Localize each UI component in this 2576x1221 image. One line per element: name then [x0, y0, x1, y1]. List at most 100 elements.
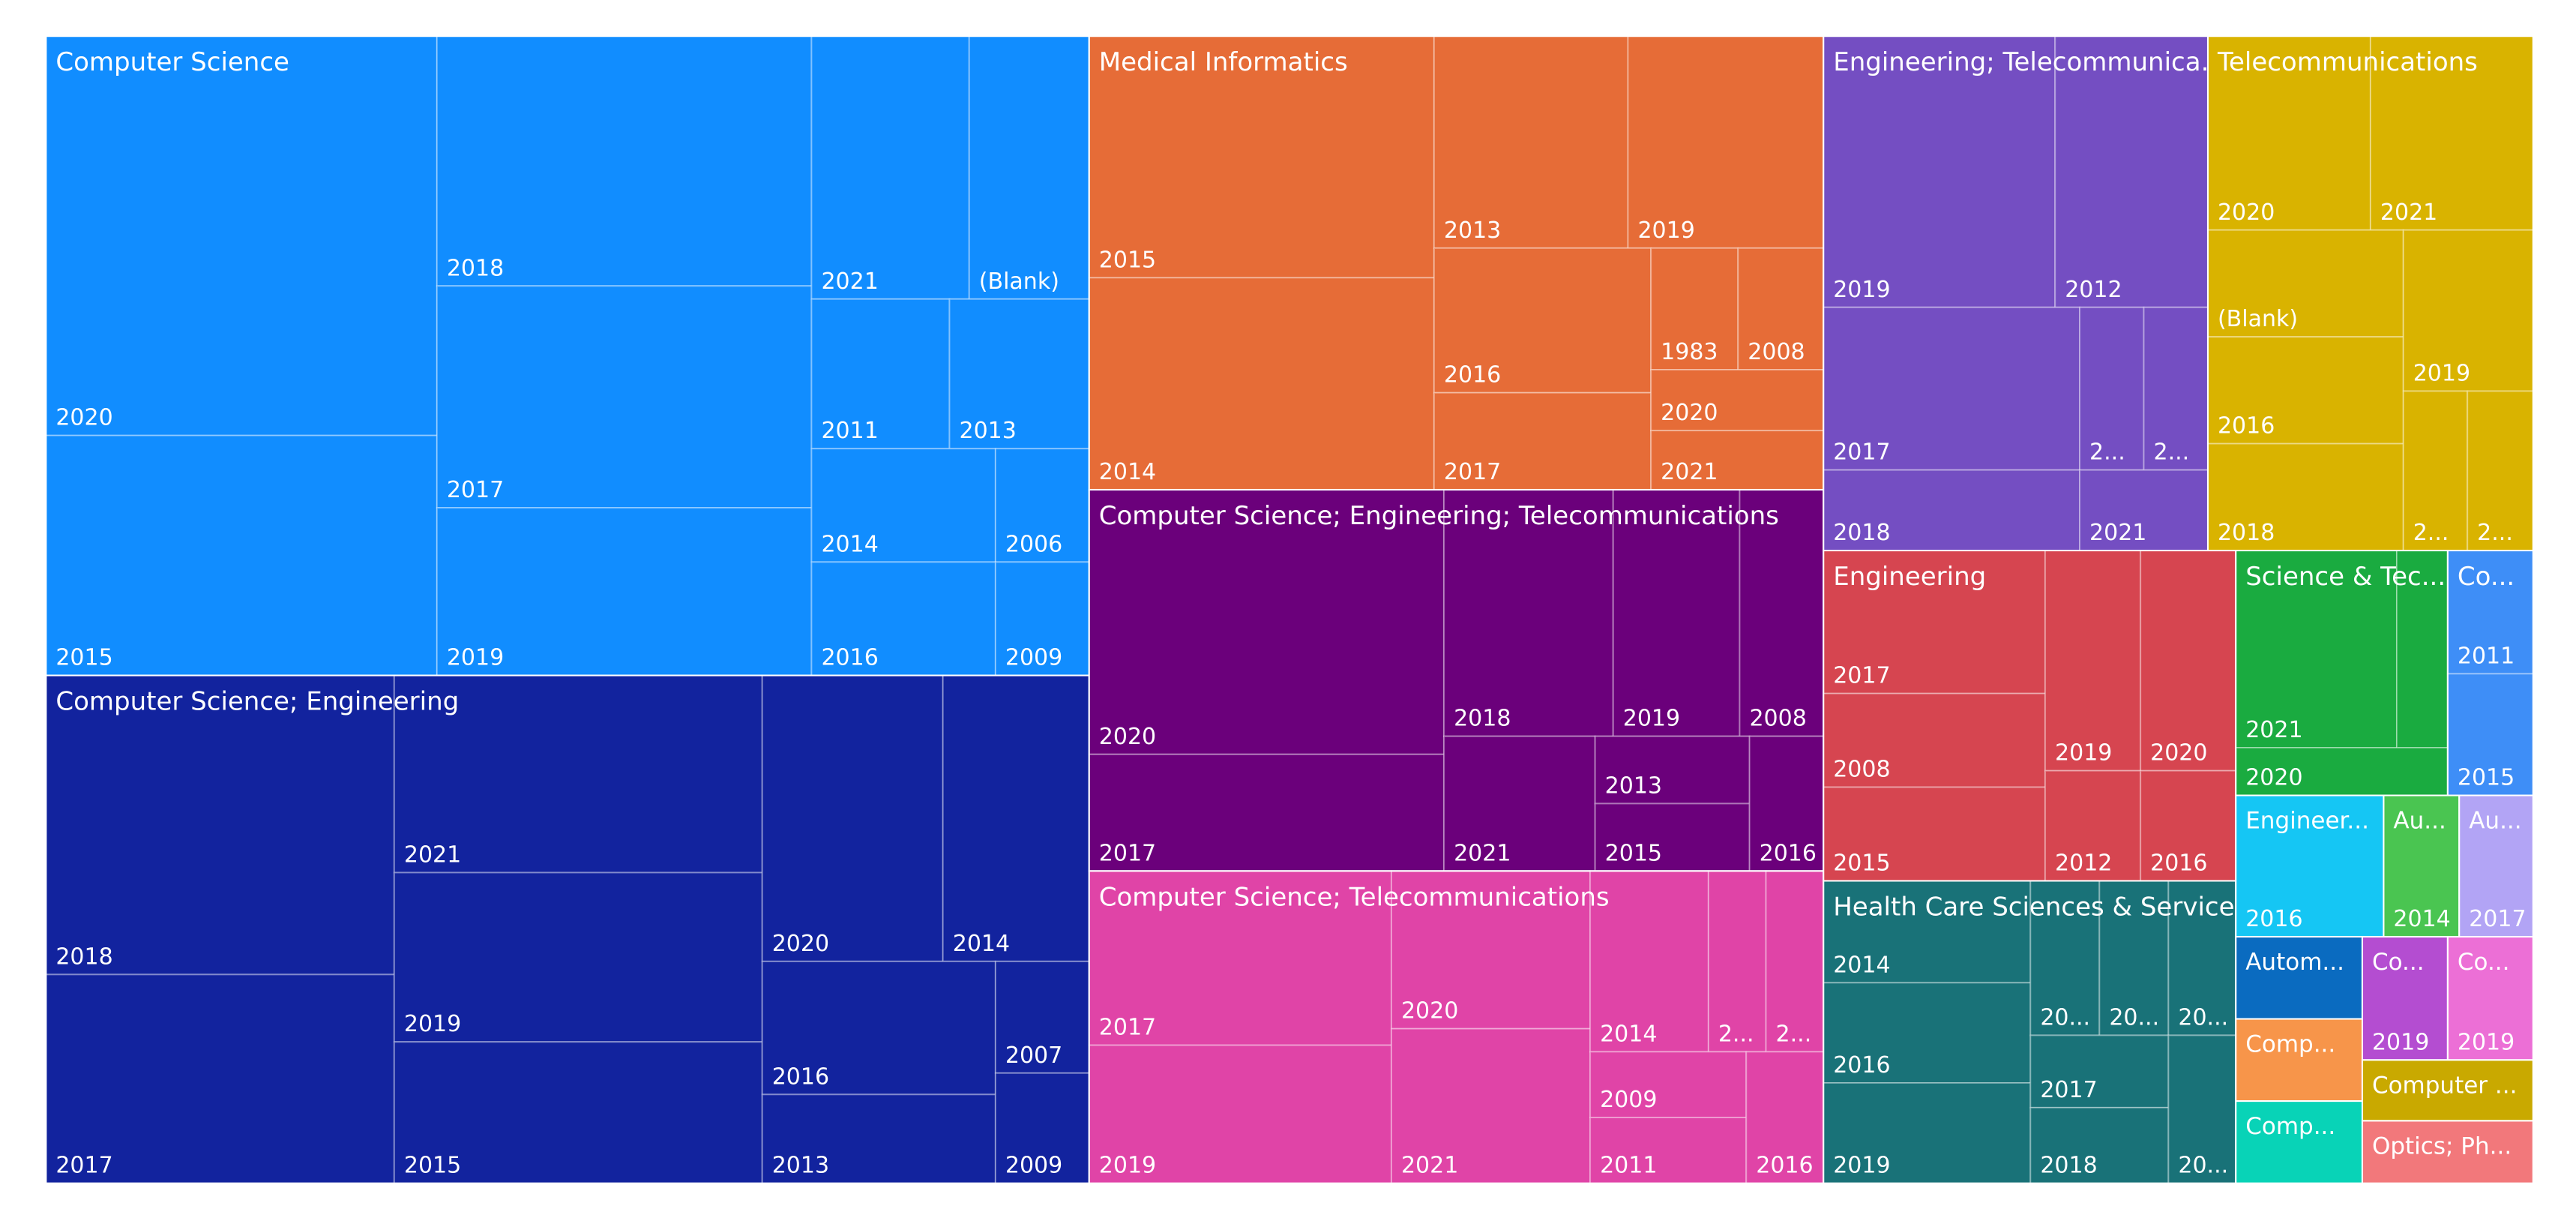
- treemap-tile-computer-science-engineering-telecommunications-2008[interactable]: [1739, 488, 1825, 737]
- treemap-tile-health-care-sciences-service-20[interactable]: [2029, 880, 2101, 1036]
- treemap-tile-co-2011[interactable]: [2446, 550, 2534, 675]
- treemap-tile-computer-science-engineering-2017[interactable]: [45, 974, 395, 1184]
- treemap-group-computer-science-engineering-telecommunications[interactable]: 2020 2017 2018 2021 2019 2008 2013 2015 2016 Comp…: [1088, 488, 1825, 872]
- treemap-tile-comp-blank[interactable]: [2235, 1100, 2363, 1184]
- treemap-tile-computer-science-2021[interactable]: [810, 35, 970, 300]
- treemap-tile-computer-science-2018[interactable]: [436, 35, 813, 287]
- treemap-group-engineering-telecommunica[interactable]: 2019 2012 2017 2... 2... 2018 2021 Engineering;…: [1823, 35, 2225, 552]
- treemap-tile-computer-science-blank[interactable]: [968, 35, 1090, 300]
- treemap-tile-telecommunications-2[interactable]: [2402, 390, 2469, 552]
- treemap-tile-autom-blank[interactable]: [2235, 935, 2363, 1020]
- treemap-group-health-care-sciences-service[interactable]: 2014 2016 2019 20... 20... 20... 2017 2018 20...…: [1823, 880, 2259, 1184]
- treemap-tile-computer-science-engineering-2021[interactable]: [393, 674, 763, 874]
- tile-label-2016: 2016: [2218, 413, 2275, 440]
- treemap-tile-computer-science-engineering-2015[interactable]: [393, 1041, 763, 1184]
- treemap-group-engineering[interactable]: 2017 2008 2015 2019 2020 2012 2016 Engineering: [1823, 550, 2237, 882]
- treemap-tile-computer-science-engineering-2013[interactable]: [761, 1094, 996, 1184]
- treemap-tile-comp-blank[interactable]: [2235, 1018, 2363, 1102]
- tile-label-2009: 2009: [1005, 1153, 1062, 1179]
- treemap-tile-computer-science-2013[interactable]: [948, 298, 1090, 450]
- tile-label-2017: 2017: [1099, 1015, 1156, 1041]
- treemap-tile-medical-informatics-2016[interactable]: [1433, 247, 1652, 394]
- treemap-tile-computer-science-2019[interactable]: [436, 507, 813, 676]
- treemap-tile-engineering-2020[interactable]: [2140, 550, 2237, 772]
- treemap-tile-health-care-sciences-service-2019[interactable]: [1823, 1082, 2032, 1184]
- treemap-tile-computer-science-engineering-2020[interactable]: [761, 674, 944, 962]
- treemap-tile-telecommunications-2018[interactable]: [2206, 442, 2404, 552]
- treemap-tile-computer-science-telecommunications-2014[interactable]: [1589, 870, 1709, 1053]
- treemap-tile-medical-informatics-2021[interactable]: [1650, 430, 1825, 490]
- treemap-tile-computer-science-telecommunications-2021[interactable]: [1390, 1028, 1592, 1184]
- treemap-tile-computer-science-2014[interactable]: [810, 448, 996, 563]
- treemap-tile-computer-science-2015[interactable]: [45, 434, 438, 676]
- tile-label-2015: 2015: [55, 645, 112, 671]
- treemap-tile-computer-science-engineering-2018[interactable]: [45, 674, 395, 976]
- treemap-group-co[interactable]: 2019 Co...: [2361, 935, 2449, 1061]
- treemap-tile-computer-science-engineering-2019[interactable]: [393, 872, 763, 1043]
- treemap-tile-computer-science-engineering-telecommunications-2018[interactable]: [1443, 488, 1614, 737]
- treemap-tile-computer-science-2011[interactable]: [810, 298, 951, 450]
- treemap-group-science-tec[interactable]: 2021 2020 Science & Tec...: [2235, 550, 2449, 796]
- treemap-tile-telecommunications-2020[interactable]: [2206, 35, 2371, 231]
- tile-label-2013: 2013: [960, 418, 1017, 444]
- treemap-tile-co-2019[interactable]: [2446, 935, 2534, 1061]
- treemap-tile-medical-informatics-2013[interactable]: [1433, 35, 1629, 249]
- treemap-group-engineer[interactable]: 2016 Engineer...: [2235, 794, 2385, 938]
- treemap-group-computer[interactable]: Computer ...: [2361, 1059, 2534, 1122]
- treemap-tile-engineering-telecommunica-2018[interactable]: [1823, 469, 2081, 552]
- treemap-tile-computer-science-engineering-telecommunications-2021[interactable]: [1443, 735, 1596, 872]
- treemap-tile-health-care-sciences-service-2016[interactable]: [1823, 982, 2032, 1084]
- treemap-tile-telecommunications-2016[interactable]: [2206, 336, 2404, 445]
- treemap-tile-engineering-telecommunica-2017[interactable]: [1823, 306, 2081, 471]
- treemap-tile-medical-informatics-2020[interactable]: [1650, 369, 1825, 432]
- treemap-tile-computer-science-engineering-telecommunications-2019[interactable]: [1612, 488, 1741, 737]
- treemap-tile-engineering-2015[interactable]: [1823, 786, 2047, 882]
- treemap-tile-computer-science-engineering-telecommunications-2016[interactable]: [1748, 735, 1825, 872]
- treemap-group-autom[interactable]: Autom...: [2235, 935, 2363, 1020]
- treemap-group-comp[interactable]: Comp...: [2235, 1100, 2363, 1184]
- treemap-tile-computer-science-engineering-telecommunications-2017[interactable]: [1088, 753, 1445, 872]
- treemap-tile-telecommunications-2019[interactable]: [2402, 229, 2534, 392]
- treemap-tile-telecommunications-blank[interactable]: [2206, 229, 2404, 338]
- treemap-tile-computer-science-2020[interactable]: [45, 35, 438, 436]
- treemap-group-au[interactable]: 2014 Au...: [2383, 794, 2461, 938]
- treemap-tile-computer-science-telecommunications-2020[interactable]: [1390, 870, 1592, 1030]
- treemap-group-computer-science-engineering[interactable]: 2018 2017 2021 2019 2015 2020 2014 2016 2013 2007…: [45, 674, 1090, 1184]
- treemap-tile-science-tec-2020[interactable]: [2235, 746, 2449, 796]
- treemap-tile-computer-science-engineering-2016[interactable]: [761, 960, 996, 1096]
- treemap-tile-health-care-sciences-service-2014[interactable]: [1823, 880, 2032, 984]
- treemap-tile-engineering-telecommunica-2012[interactable]: [2054, 35, 2209, 308]
- treemap-tile-engineering-telecommunica-2[interactable]: [2079, 306, 2145, 471]
- treemap-group-telecommunications[interactable]: 2020 2021 (Blank) 2016 2018 2019 2... 2... Telec…: [2206, 35, 2534, 552]
- treemap-tile-computer-science-engineering-2007[interactable]: [994, 960, 1090, 1074]
- treemap-group-optics-ph[interactable]: Optics; Ph...: [2361, 1120, 2534, 1184]
- treemap-tile-medical-informatics-2019[interactable]: [1627, 35, 1825, 249]
- treemap-tile-health-care-sciences-service-2018[interactable]: [2029, 1106, 2170, 1184]
- treemap-tile-medical-informatics-2017[interactable]: [1433, 392, 1652, 490]
- treemap-tile-computer-science-engineering-2009[interactable]: [994, 1072, 1090, 1184]
- treemap-tile-engineering-2019[interactable]: [2044, 550, 2142, 772]
- treemap-group-comp[interactable]: Comp...: [2235, 1018, 2363, 1102]
- treemap-tile-science-tec-blank[interactable]: [2395, 550, 2449, 748]
- treemap-tile-health-care-sciences-service-20[interactable]: [2167, 880, 2237, 1036]
- treemap-group-medical-informatics[interactable]: 2015 2014 2013 2019 2016 2017 1983 2008 2020 2021…: [1088, 35, 1825, 490]
- treemap-group-computer-science[interactable]: 2020 2015 2018 2017 2019 2021 (Blank) 2011 2013 2…: [45, 35, 1090, 676]
- treemap-group-au[interactable]: 2017 Au...: [2458, 794, 2534, 938]
- treemap-tile-computer-science-2016[interactable]: [810, 561, 996, 676]
- treemap-tile-medical-informatics-2008[interactable]: [1737, 247, 1825, 371]
- treemap-group-co[interactable]: 2011 2015 Co...: [2446, 550, 2534, 796]
- tile-label-2012: 2012: [2055, 850, 2112, 876]
- tile-label-20: 20...: [2178, 1153, 2228, 1179]
- treemap-tile-engineering-telecommunica-2021[interactable]: [2079, 469, 2209, 552]
- tile-label-2016: 2016: [1760, 840, 1817, 866]
- treemap-group-co[interactable]: 2019 Co...: [2446, 935, 2534, 1061]
- treemap-tile-medical-informatics-2014[interactable]: [1088, 277, 1435, 490]
- treemap-tile-medical-informatics-2015[interactable]: [1088, 35, 1435, 279]
- treemap-tile-computer-science-engineering-2014[interactable]: [942, 674, 1090, 962]
- treemap-tile-computer-science-engineering-telecommunications-2013[interactable]: [1594, 735, 1751, 805]
- tile-label-2018: 2018: [2040, 1153, 2097, 1179]
- treemap-tile-au-2014[interactable]: [2383, 794, 2461, 938]
- treemap-group-computer-science-telecommunications[interactable]: 2017 2019 2020 2021 2014 2... 2... 2009 2011 2016…: [1088, 870, 1825, 1184]
- treemap-tile-computer-science-2017[interactable]: [436, 285, 813, 509]
- treemap-tile-computer-science-telecommunications-2[interactable]: [1707, 870, 1767, 1053]
